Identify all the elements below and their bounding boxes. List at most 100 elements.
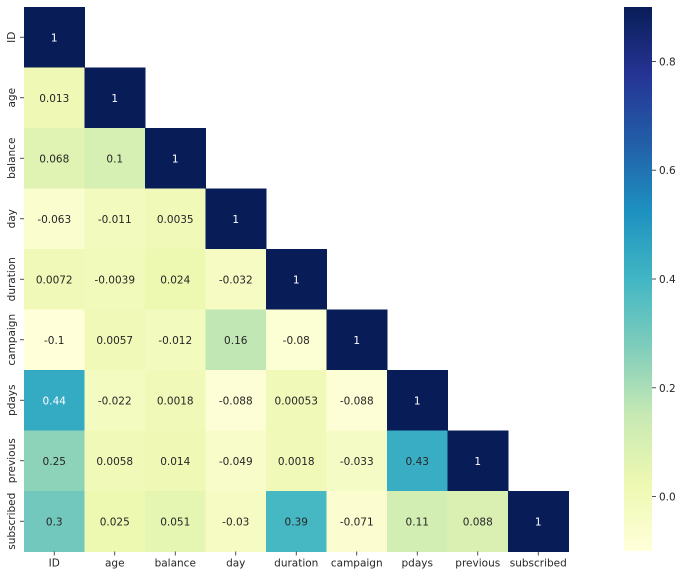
cell-annotation-previous-age: 0.0058	[96, 456, 133, 468]
cell-previous-duration	[266, 430, 327, 492]
cell-annotation-subscribed-age: 0.025	[100, 516, 130, 528]
cell-day-day	[205, 188, 267, 250]
cell-annotation-previous-pdays: 0.43	[406, 456, 429, 468]
cell-annotation-campaign-age: 0.0057	[96, 335, 133, 347]
cell-annotation-previous-balance: 0.014	[160, 456, 190, 468]
x-tick-label-previous: previous	[455, 558, 500, 570]
cell-balance-balance	[145, 128, 206, 189]
cell-annotation-previous-previous: 1	[474, 456, 481, 468]
cell-pdays-ID	[24, 370, 85, 431]
cell-annotation-duration-ID: 0.0072	[36, 274, 73, 286]
colorbar-tick-label-0.2: 0.2	[659, 383, 676, 395]
cell-campaign-balance	[145, 309, 206, 371]
cell-campaign-campaign	[326, 309, 388, 371]
colorbar: 0.0 0.2 0.4 0.6 0.8	[624, 7, 676, 551]
cell-campaign-ID	[24, 309, 85, 371]
cell-annotation-campaign-duration: -0.08	[283, 335, 310, 347]
cell-subscribed-previous	[447, 491, 509, 552]
cell-subscribed-pdays	[387, 491, 448, 552]
cell-duration-ID	[24, 249, 85, 310]
cell-duration-age	[84, 249, 146, 310]
cell-pdays-age	[84, 370, 146, 431]
cell-pdays-pdays	[387, 370, 448, 431]
cell-age-age	[84, 67, 146, 129]
cell-pdays-duration	[266, 370, 327, 431]
cell-previous-previous	[447, 430, 509, 492]
cell-annotation-previous-ID: 0.25	[43, 456, 66, 468]
cell-previous-campaign	[326, 430, 388, 492]
cell-annotation-pdays-ID: 0.44	[43, 395, 67, 407]
cell-annotation-day-ID: -0.063	[37, 214, 71, 226]
cell-annotation-pdays-pdays: 1	[414, 395, 421, 407]
x-tick-label-campaign: campaign	[331, 558, 383, 570]
y-tick-label-day: day	[6, 209, 18, 228]
cell-annotation-ID-ID: 1	[51, 32, 58, 44]
x-tick-label-duration: duration	[274, 558, 318, 570]
cell-balance-age	[84, 128, 146, 189]
cell-annotation-subscribed-campaign: -0.071	[340, 516, 374, 528]
cell-annotation-pdays-duration: 0.00053	[275, 395, 318, 407]
cell-duration-day	[205, 249, 267, 310]
colorbar-tick-label-0.4: 0.4	[659, 274, 676, 286]
colorbar-gradient	[624, 7, 652, 551]
cell-annotation-subscribed-previous: 0.088	[463, 516, 493, 528]
colorbar-tick-label-0.8: 0.8	[659, 56, 676, 68]
cell-day-age	[84, 188, 146, 250]
cell-annotation-age-ID: 0.013	[39, 93, 69, 105]
heatmap-cells: 10.013 10.068 0.1 1-0.063 -0.011 0.0035 10.007…	[24, 7, 569, 552]
x-tick-labels: ID age balance day duration campaign pdays prev…	[49, 551, 567, 570]
cell-campaign-day	[205, 309, 267, 371]
colorbar-tick-label-0.6: 0.6	[659, 165, 676, 177]
cell-annotation-campaign-campaign: 1	[353, 335, 360, 347]
cell-annotation-subscribed-duration: 0.39	[285, 516, 308, 528]
cell-previous-ID	[24, 430, 85, 492]
cell-annotation-pdays-campaign: -0.088	[340, 395, 374, 407]
cell-annotation-pdays-balance: 0.0018	[157, 395, 194, 407]
y-tick-label-duration: duration	[6, 257, 18, 301]
cell-annotation-day-balance: 0.0035	[157, 214, 194, 226]
cell-subscribed-age	[84, 491, 146, 552]
cell-day-ID	[24, 188, 85, 250]
cell-annotation-subscribed-pdays: 0.11	[406, 516, 429, 528]
cell-previous-age	[84, 430, 146, 492]
cell-subscribed-day	[205, 491, 267, 552]
x-tick-label-balance: balance	[155, 558, 196, 570]
cell-subscribed-ID	[24, 491, 85, 552]
cell-annotation-duration-age: -0.0039	[94, 274, 135, 286]
cell-annotation-previous-day: -0.049	[219, 456, 253, 468]
cell-campaign-age	[84, 309, 146, 371]
x-tick-label-subscribed: subscribed	[510, 558, 567, 570]
cell-previous-balance	[145, 430, 206, 492]
colorbar-tick-label-0.0: 0.0	[659, 492, 676, 504]
cell-annotation-balance-age: 0.1	[106, 153, 123, 165]
cell-ID-ID	[24, 7, 85, 68]
cell-subscribed-duration	[266, 491, 327, 552]
cell-annotation-campaign-day: 0.16	[224, 335, 248, 347]
cell-annotation-duration-balance: 0.024	[160, 274, 190, 286]
y-tick-labels: ID age balance day duration campaign pdays prev…	[6, 32, 24, 550]
cell-subscribed-campaign	[326, 491, 388, 552]
y-tick-label-age: age	[6, 88, 18, 108]
cell-annotation-day-age: -0.011	[98, 214, 132, 226]
cell-previous-day	[205, 430, 267, 492]
cell-annotation-subscribed-subscribed: 1	[535, 516, 542, 528]
cell-subscribed-subscribed	[508, 491, 569, 552]
cell-annotation-duration-day: -0.032	[219, 274, 253, 286]
x-tick-label-age: age	[105, 558, 125, 570]
cell-annotation-pdays-age: -0.022	[98, 395, 132, 407]
cell-annotation-balance-balance: 1	[172, 153, 179, 165]
cell-annotation-balance-ID: 0.068	[39, 153, 69, 165]
cell-annotation-day-day: 1	[232, 214, 239, 226]
cell-day-balance	[145, 188, 206, 250]
x-tick-label-pdays: pdays	[402, 558, 433, 570]
cell-annotation-age-age: 1	[111, 93, 118, 105]
cell-previous-pdays	[387, 430, 448, 492]
cell-subscribed-balance	[145, 491, 206, 552]
cell-campaign-duration	[266, 309, 327, 371]
y-tick-label-pdays: pdays	[6, 385, 18, 416]
cell-pdays-campaign	[326, 370, 388, 431]
cell-annotation-previous-campaign: -0.033	[340, 456, 374, 468]
cell-age-ID	[24, 67, 85, 129]
cell-annotation-pdays-day: -0.088	[219, 395, 253, 407]
